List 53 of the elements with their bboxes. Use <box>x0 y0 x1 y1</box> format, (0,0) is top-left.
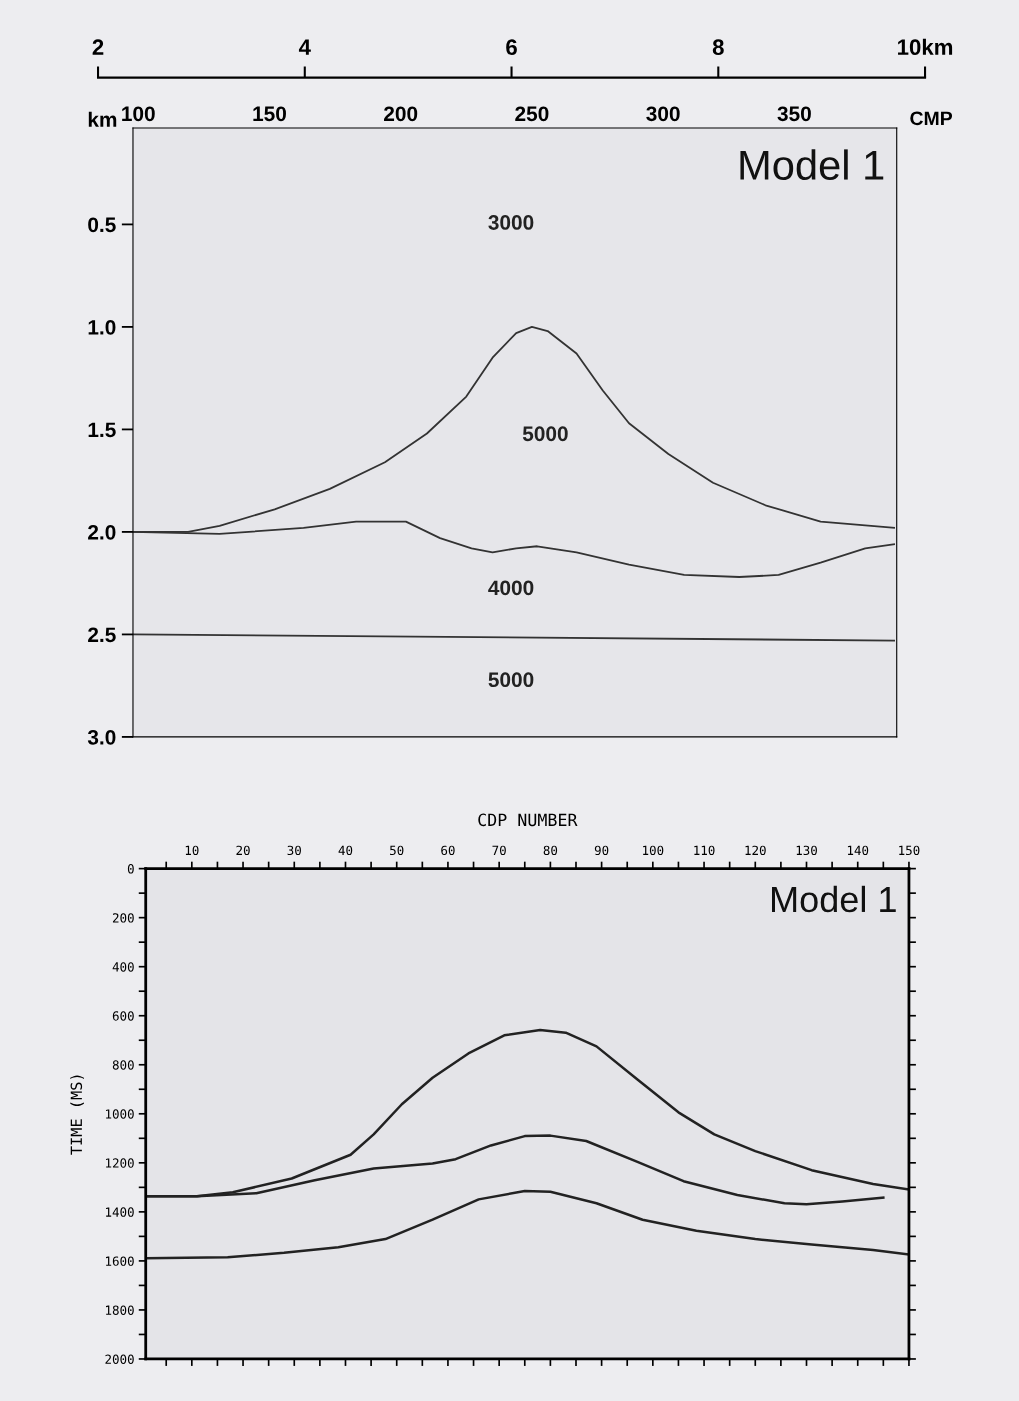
x-tick-label: 10 <box>185 845 199 856</box>
y-tick-label: 600 <box>112 1011 134 1021</box>
x-tick-label: 150 <box>899 845 920 856</box>
x-axis-title: CMP <box>910 111 953 126</box>
y-tick-label: 1.0 <box>88 319 116 335</box>
x-tick-label: 30 <box>287 845 301 856</box>
y-axis-title: TIME (MS) <box>70 1075 84 1155</box>
x-tick-label: 200 <box>384 106 418 122</box>
y-axis-title: km <box>88 111 117 127</box>
y-tick-label: 0 <box>127 864 134 874</box>
x-tick-label: 130 <box>796 845 817 856</box>
y-tick-label: 1.5 <box>88 422 116 438</box>
y-tick-label: 400 <box>112 962 134 972</box>
x-tick-label: 80 <box>543 845 558 856</box>
y-tick-label: 1600 <box>106 1256 134 1266</box>
x-tick-label: 20 <box>236 845 250 856</box>
x-tick-label: 140 <box>847 845 869 856</box>
x-axis-title: CDP NUMBER <box>478 813 578 827</box>
y-tick-label: 1000 <box>106 1109 134 1119</box>
x-tick-label: 90 <box>594 845 609 856</box>
x2-tick-label: 2 <box>92 39 104 55</box>
x-tick-label: 100 <box>122 106 155 122</box>
x-tick-label: 350 <box>777 106 811 122</box>
x-tick-label: 120 <box>745 845 766 856</box>
y-tick-label: 200 <box>112 913 134 923</box>
y-tick-label: 1800 <box>106 1305 134 1315</box>
y-tick-label: 2000 <box>105 1354 134 1364</box>
x-tick-label: 250 <box>515 106 549 122</box>
x2-tick-label: 8 <box>712 39 724 56</box>
annotation: Model 1 <box>740 149 884 180</box>
annotation: 5000 <box>522 426 568 442</box>
x-tick-label: 300 <box>646 106 680 122</box>
x-tick-label: 100 <box>643 845 664 856</box>
annotation: Model 1 <box>772 885 896 913</box>
x-tick-label: 60 <box>441 845 455 856</box>
x2-tick-label: 6 <box>506 39 517 56</box>
annotation: 4000 <box>488 580 534 596</box>
annotation: 3000 <box>488 215 534 230</box>
x-tick-label: 40 <box>338 845 353 856</box>
x-tick-label: 50 <box>390 845 404 856</box>
y-tick-label: 2.5 <box>88 627 116 643</box>
x-tick-label: 110 <box>694 845 715 856</box>
x2-tick-label: 4 <box>298 39 311 55</box>
y-tick-label: 1200 <box>106 1158 134 1168</box>
y-tick-label: 3.0 <box>87 729 116 745</box>
x-tick-label: 150 <box>253 106 286 122</box>
y-tick-label: 0.5 <box>88 217 116 233</box>
x-tick-label: 70 <box>492 845 506 856</box>
x2-tick-label: 10km <box>898 38 953 56</box>
y-tick-label: 800 <box>112 1060 134 1070</box>
y-tick-label: 2.0 <box>88 524 116 540</box>
annotation: 5000 <box>488 672 534 688</box>
y-tick-label: 1400 <box>106 1207 134 1217</box>
